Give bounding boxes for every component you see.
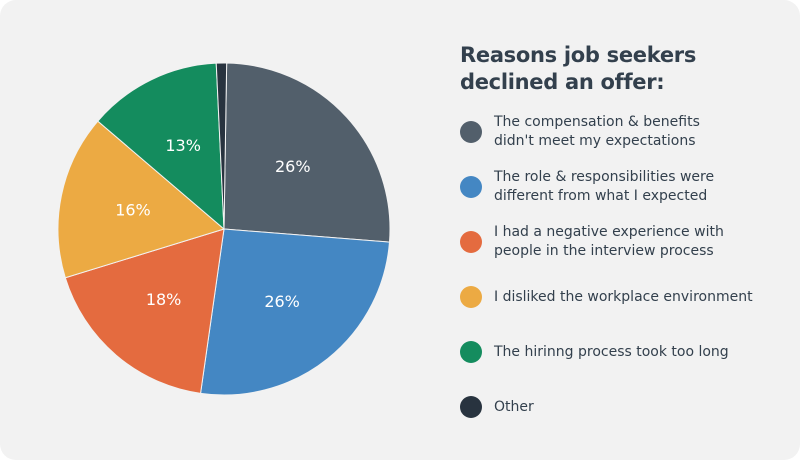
pie-slice-1 [223,62,391,243]
legend-item-workplace: I disliked the workplace environment [460,275,790,319]
pie-slice-3 [64,228,225,394]
pie-slice-5 [97,62,225,231]
slice-value-label-1: 26% [275,157,311,176]
pie-chart: 26% 26% 18% 16% 13% [57,62,391,396]
legend-label: I disliked the workplace environment [494,288,753,307]
legend-label-line-1: The role & responsibilities were [494,169,715,185]
legend-marker-icon [460,121,482,143]
legend-label: I had a negative experience with people … [494,223,724,261]
slice-value-label-2: 26% [264,292,300,311]
legend-item-role: The role & responsibilities were differe… [460,165,790,209]
legend-marker-icon [460,286,482,308]
legend-marker-icon [460,396,482,418]
legend-item-interview-experience: I had a negative experience with people … [460,220,790,264]
legend-label-line-1: I disliked the workplace environment [494,288,753,305]
legend-label-line-1: The hirinng process took too long [494,343,729,360]
pie-slice-6 [215,62,228,230]
chart-title-line-2: declined an offer: [460,70,665,94]
pie-slice-2 [199,228,391,396]
pie-slice-4 [57,120,226,279]
legend-marker-icon [460,341,482,363]
legend-label-line-1: I had a negative experience with [494,224,724,240]
legend-label-line-2: people in the interview process [494,243,714,259]
chart-title: Reasons job seekers declined an offer: [460,42,780,96]
legend-item-compensation: The compensation & benefits didn't meet … [460,110,790,154]
legend-label-line-1: Other [494,398,534,415]
legend-marker-icon [460,176,482,198]
legend-label-line-1: The compensation & benefits [494,114,700,130]
legend-item-other: Other [460,385,790,429]
legend-label: Other [494,398,534,417]
legend-label: The role & responsibilities were differe… [494,168,714,206]
slice-value-label-4: 16% [115,201,151,220]
legend-label: The hirinng process took too long [494,343,729,362]
legend-label-line-2: different from what I expected [494,188,708,204]
slice-value-label-3: 18% [146,290,182,309]
legend-label-line-2: didn't meet my expectations [494,133,696,149]
legend-label: The compensation & benefits didn't meet … [494,113,700,151]
legend-item-hiring-process: The hirinng process took too long [460,330,790,374]
slice-value-label-5: 13% [165,136,201,155]
legend-marker-icon [460,231,482,253]
chart-title-line-1: Reasons job seekers [460,43,697,67]
